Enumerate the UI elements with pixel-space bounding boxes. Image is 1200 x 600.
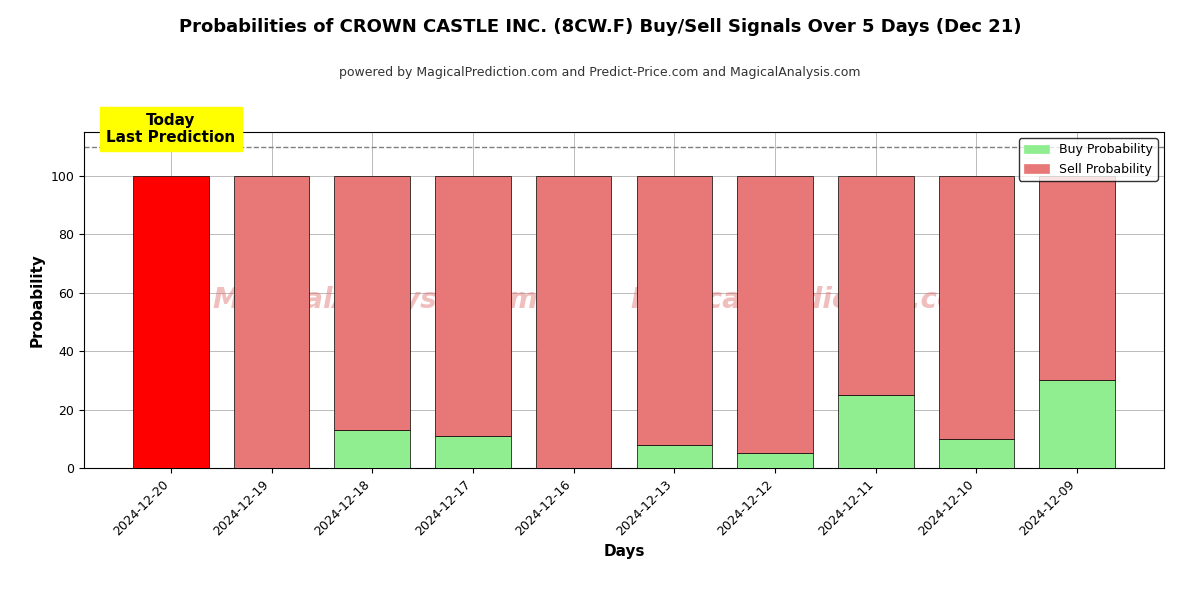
Bar (938, 176, 1014, 439)
Bar (737, 454, 812, 468)
Text: powered by MagicalPrediction.com and Predict-Price.com and MagicalAnalysis.com: powered by MagicalPrediction.com and Pre… (340, 66, 860, 79)
Bar (436, 436, 511, 468)
Bar (636, 445, 712, 468)
Text: MagicalAnalysis.com: MagicalAnalysis.com (212, 286, 539, 314)
Y-axis label: Probability: Probability (30, 253, 44, 347)
Bar (838, 176, 913, 395)
Text: Today
Last Prediction: Today Last Prediction (107, 113, 235, 145)
Bar (133, 176, 209, 468)
Legend: Buy Probability, Sell Probability: Buy Probability, Sell Probability (1019, 138, 1158, 181)
Bar (737, 176, 812, 454)
X-axis label: Days: Days (604, 544, 644, 559)
Bar (636, 176, 712, 445)
Bar (234, 176, 310, 468)
Bar (938, 439, 1014, 468)
Text: MagicalPrediction.com: MagicalPrediction.com (630, 286, 985, 314)
Bar (838, 395, 913, 468)
Bar (436, 176, 511, 436)
Bar (335, 176, 410, 430)
Text: Probabilities of CROWN CASTLE INC. (8CW.F) Buy/Sell Signals Over 5 Days (Dec 21): Probabilities of CROWN CASTLE INC. (8CW.… (179, 18, 1021, 36)
Bar (335, 430, 410, 468)
Bar (536, 176, 612, 468)
Bar (1039, 380, 1115, 468)
Bar (1039, 176, 1115, 380)
